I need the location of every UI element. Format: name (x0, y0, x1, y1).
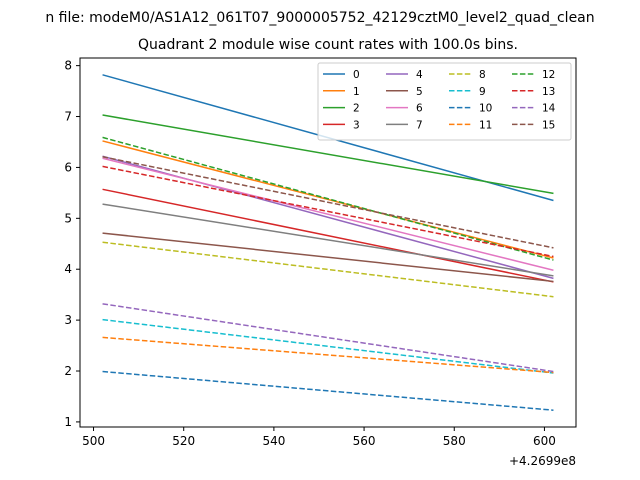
legend-label-8: 8 (479, 69, 486, 81)
y-tick-label: 3 (64, 313, 72, 327)
chart-suptitle: n file: modeM0/AS1A12_061T07_9000005752_… (45, 10, 594, 26)
x-axis: 500 520 540 560 580 600 (82, 427, 556, 448)
legend-label-12: 12 (542, 69, 555, 81)
series-line-10 (102, 370, 554, 411)
x-tick-label: 580 (443, 434, 466, 448)
series-line-15 (102, 156, 554, 249)
y-tick-label: 7 (64, 110, 72, 124)
series-line-9 (102, 318, 554, 374)
x-tick-label: 500 (82, 434, 105, 448)
series-line-7 (102, 203, 554, 277)
legend-label-5: 5 (416, 86, 423, 98)
legend-label-10: 10 (479, 103, 492, 115)
legend-label-4: 4 (416, 69, 423, 81)
axes-frame (79, 57, 577, 428)
x-axis-offset-label: +4.2699e8 (509, 454, 576, 468)
series-line-3 (102, 188, 554, 283)
legend-label-9: 9 (479, 86, 486, 98)
y-tick-label: 8 (64, 59, 72, 73)
series-layer (102, 74, 554, 411)
legend-label-1: 1 (353, 86, 360, 98)
legend-label-7: 7 (416, 119, 423, 131)
y-tick-label: 1 (64, 415, 72, 429)
y-tick-label: 2 (64, 364, 72, 378)
legend-label-0: 0 (353, 69, 360, 81)
legend-frame (317, 62, 572, 141)
y-tick-label: 4 (64, 262, 72, 276)
series-line-2 (102, 114, 554, 195)
y-tick-label: 6 (64, 160, 72, 174)
legend-label-3: 3 (353, 119, 360, 131)
series-line-8 (102, 241, 554, 298)
series-line-14 (102, 303, 554, 373)
y-tick-label: 5 (64, 211, 72, 225)
legend-label-15: 15 (542, 119, 555, 131)
legend-label-13: 13 (542, 86, 555, 98)
legend-label-2: 2 (353, 103, 360, 115)
x-tick-label: 600 (533, 434, 556, 448)
chart-title: Quadrant 2 module wise count rates with … (138, 37, 518, 53)
legend-label-11: 11 (479, 119, 492, 131)
legend-label-6: 6 (416, 103, 423, 115)
series-line-11 (102, 336, 554, 374)
x-tick-label: 560 (353, 434, 376, 448)
y-axis: 1 2 3 4 5 6 7 8 (64, 59, 80, 429)
x-tick-label: 520 (172, 434, 195, 448)
series-line-13 (102, 165, 554, 258)
series-line-6 (102, 157, 554, 271)
x-tick-label: 540 (262, 434, 285, 448)
series-line-12 (102, 136, 554, 261)
legend-label-14: 14 (542, 103, 556, 115)
series-line-5 (102, 232, 554, 283)
